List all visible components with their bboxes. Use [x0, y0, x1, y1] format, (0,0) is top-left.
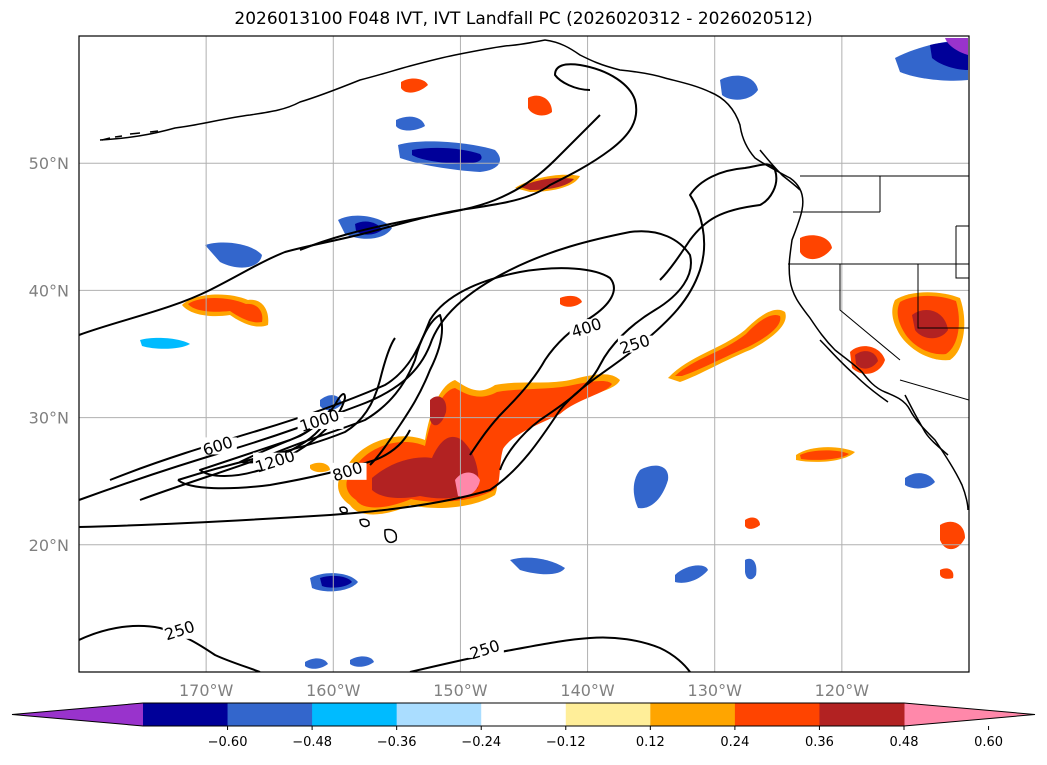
lat-tick-label: 40°N — [29, 281, 69, 300]
contour-label-bg — [162, 621, 199, 639]
lat-tick-label: 30°N — [29, 409, 69, 428]
colorbar-tick-label: 0.36 — [805, 735, 834, 750]
shade-main-plume — [338, 374, 620, 515]
colorbar-segment — [396, 703, 482, 726]
contour-label-bg — [569, 319, 606, 337]
shade-blob-mexico — [940, 521, 965, 550]
ivt-contours — [79, 63, 778, 672]
contour-label-bg — [253, 452, 300, 470]
lon-tick-label: 150°W — [433, 681, 488, 700]
colorbar-segment — [312, 703, 398, 726]
lat-tick-label: 20°N — [29, 536, 69, 555]
colorbar-tick-label: 0.60 — [974, 735, 1003, 750]
colorbar-extend-max — [904, 703, 1035, 726]
colorbar-tick-label: 0.24 — [720, 735, 749, 750]
colorbar: −0.60 −0.48 −0.36 −0.24 −0.12 0.12 0.24 0.36 0.4… — [11, 702, 1036, 750]
colorbar-segment — [481, 703, 567, 726]
lon-tick-label: 130°W — [688, 681, 743, 700]
map-title: 2026013100 F048 IVT, IVT Landfall PC (20… — [234, 9, 813, 29]
contour-label-bg — [617, 335, 654, 353]
map-frame — [78, 35, 970, 673]
colorbar-tick-label: −0.24 — [461, 735, 501, 750]
colorbar-segment — [227, 703, 313, 726]
contour-label-bg — [330, 462, 367, 480]
colorbar-outline — [11, 702, 1036, 727]
lon-tick-label: 170°W — [179, 681, 234, 700]
colorbar-segment — [565, 703, 651, 726]
colorbar-segment — [143, 703, 229, 726]
lon-tick-label: 120°W — [815, 681, 870, 700]
colorbar-tick-label: −0.48 — [292, 735, 332, 750]
contour-label-bg — [467, 640, 504, 658]
longitude-labels: 170°W 160°W 150°W 140°W 130°W 120°W — [179, 681, 869, 700]
colorbar-tick-label: −0.60 — [208, 735, 248, 750]
map-panel — [79, 36, 969, 672]
colorbar-tick-label: −0.12 — [546, 735, 586, 750]
contour-label-bg — [297, 411, 344, 429]
colorbar-segment — [734, 703, 820, 726]
lat-tick-label: 50°N — [29, 154, 69, 173]
latitude-labels: 20°N 30°N 40°N 50°N — [29, 154, 69, 555]
colorbar-tick-label: 0.48 — [890, 735, 919, 750]
contour-label-bg — [200, 437, 237, 455]
colorbar-extend-min — [12, 703, 143, 726]
colorbar-tick-label: 0.12 — [636, 735, 665, 750]
lon-tick-label: 160°W — [306, 681, 361, 700]
colorbar-segment — [819, 703, 905, 726]
colorbar-segment — [650, 703, 736, 726]
political-borders — [788, 175, 969, 401]
coastlines — [99, 39, 969, 543]
colorbar-tick-label: −0.36 — [377, 735, 417, 750]
lon-tick-label: 140°W — [560, 681, 615, 700]
graticule — [79, 36, 969, 672]
